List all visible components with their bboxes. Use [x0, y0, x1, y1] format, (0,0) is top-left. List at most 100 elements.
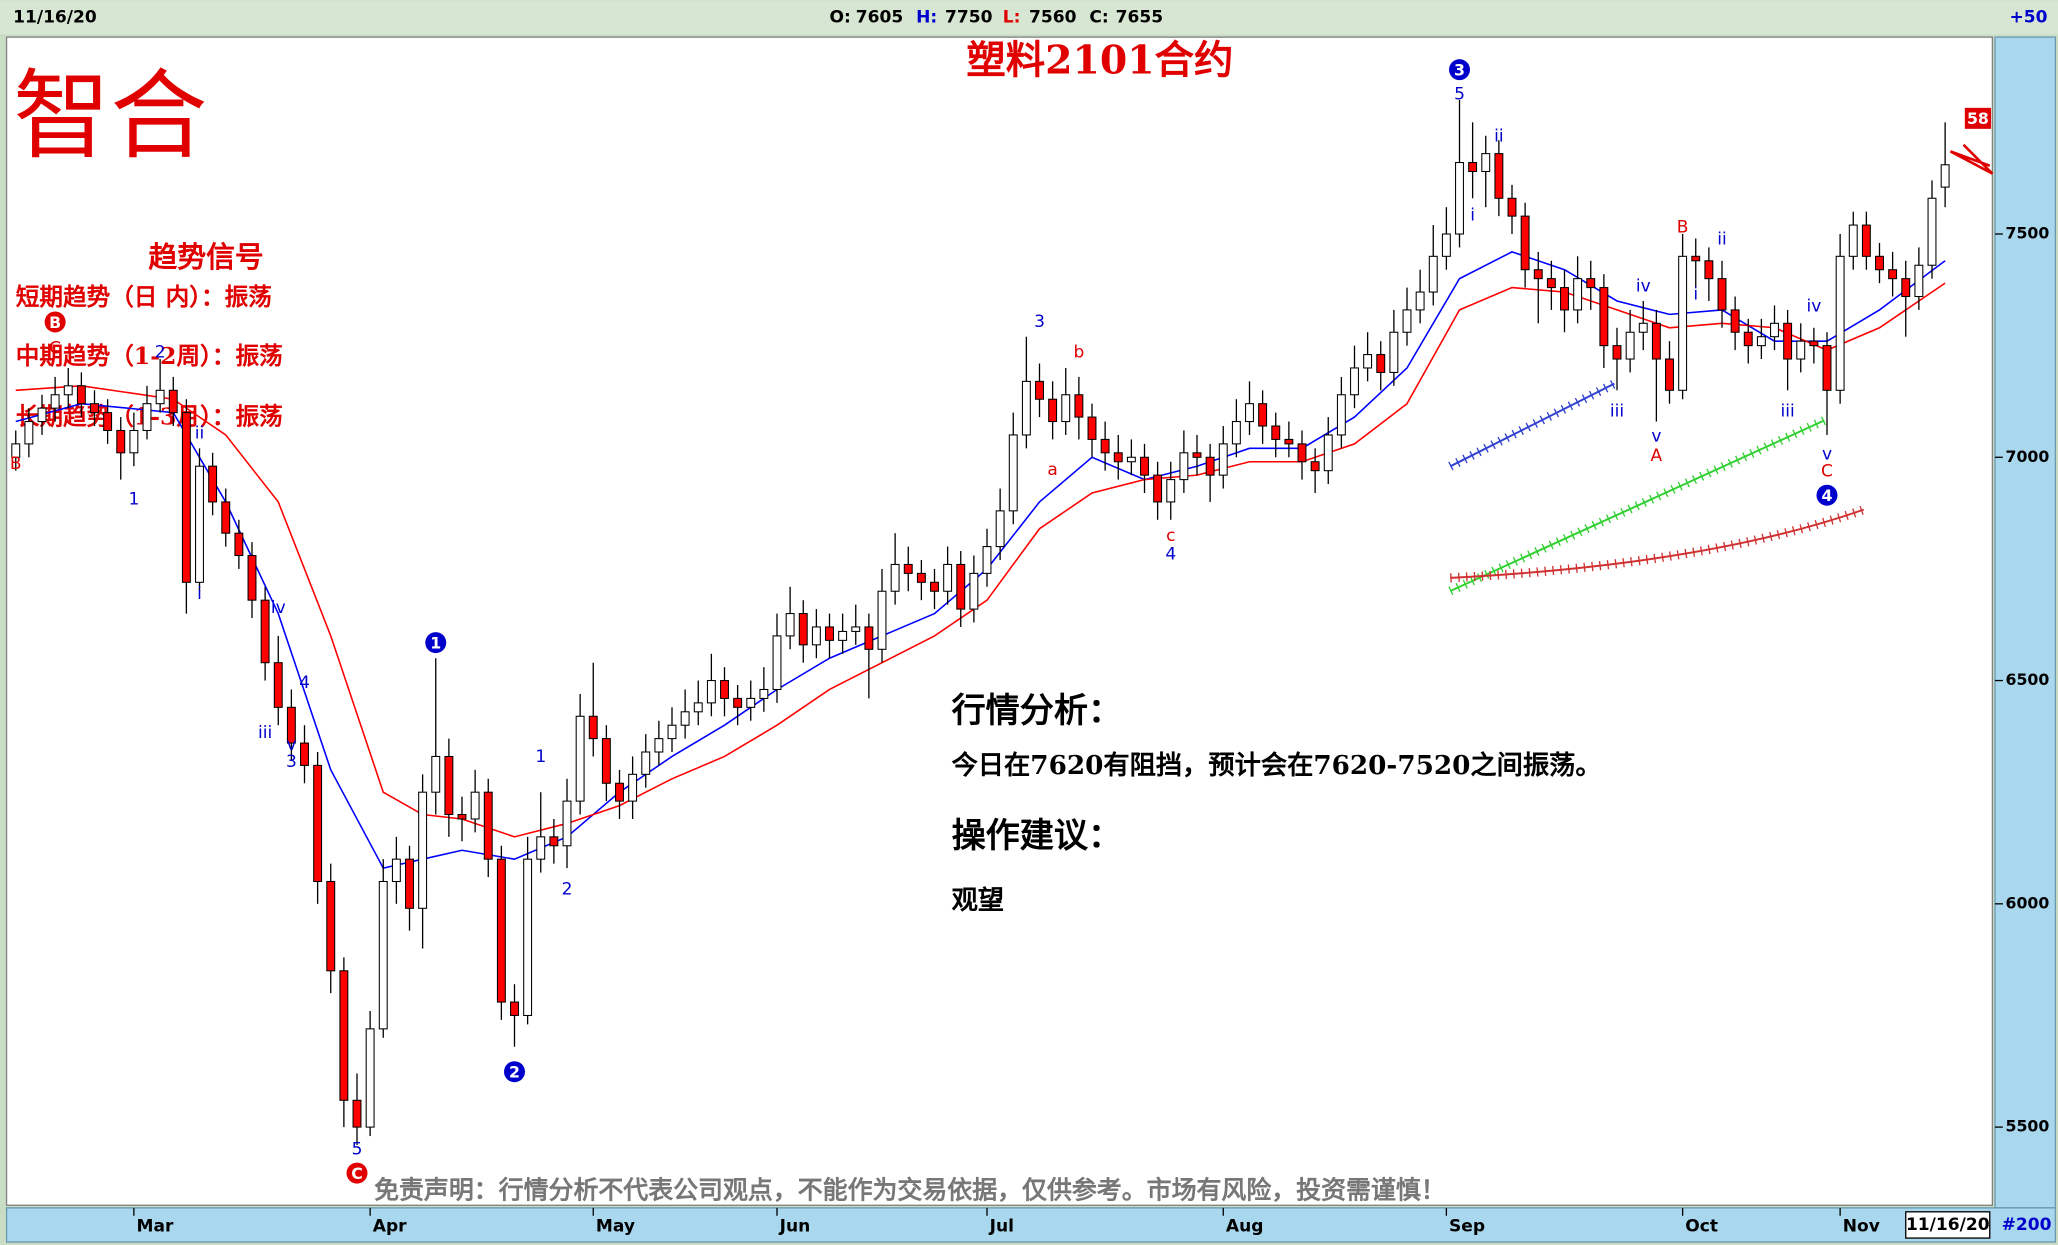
candle-body — [1258, 403, 1268, 427]
candle-body — [1546, 278, 1556, 289]
high-label: H: — [916, 7, 937, 27]
candle-body — [1231, 421, 1241, 445]
candle-body — [286, 706, 296, 744]
candle-body — [1861, 224, 1871, 257]
candle-body — [273, 662, 283, 708]
candle-body — [733, 697, 743, 708]
candle-body — [391, 858, 401, 883]
wave-label: i — [1470, 206, 1475, 226]
candle-body — [116, 429, 126, 454]
wave-label: B — [49, 313, 61, 332]
low-value: 7560 — [1029, 7, 1077, 27]
candle-body — [11, 443, 21, 458]
candle-body — [1783, 322, 1793, 360]
candle-body — [1192, 452, 1202, 458]
wave-label: iii — [258, 723, 272, 743]
candle-body — [1809, 340, 1819, 347]
channel-line — [1450, 508, 1865, 579]
candle-body — [1284, 438, 1294, 445]
candle-body — [1441, 233, 1451, 257]
candle-body — [1126, 456, 1136, 463]
wave-label: iv — [1636, 277, 1651, 297]
candle-body — [1402, 309, 1412, 333]
x-tick-label: Mar — [137, 1216, 174, 1236]
candle-body — [1533, 269, 1543, 280]
trend-channels — [1448, 143, 1994, 596]
close-label: C: — [1089, 7, 1108, 27]
wave-circle — [425, 632, 447, 654]
candle-body — [1665, 358, 1674, 391]
trend-row: 中期趋势（1-2周）：振荡 — [16, 342, 283, 370]
candle-body — [378, 880, 388, 1030]
candle-body — [667, 724, 677, 740]
candle-body — [798, 613, 808, 646]
low-label: L: — [1003, 7, 1021, 27]
candle-body — [90, 403, 99, 414]
candle-body — [995, 510, 1005, 548]
candle-body — [1625, 331, 1635, 360]
candle-body — [63, 385, 73, 396]
wave-label: 2 — [509, 1063, 520, 1082]
candle-body — [1074, 394, 1084, 418]
candle-body — [575, 715, 585, 802]
candle-body — [772, 635, 782, 691]
header: 11/16/20 O: 7605 H: 7750 L: 7560 C: 7655… — [13, 7, 2048, 27]
candle-body — [536, 836, 546, 860]
wave-label: ii — [1494, 127, 1503, 147]
wave-circle — [346, 1162, 368, 1184]
candle-body — [155, 389, 165, 405]
candle-body — [1297, 443, 1307, 463]
candle-body — [1179, 452, 1189, 481]
candle-body — [1691, 255, 1701, 262]
trend-title: 趋势信号 — [148, 240, 263, 274]
x-tick-label: May — [596, 1216, 635, 1236]
x-tick-label: Aug — [1226, 1216, 1264, 1236]
candle-body — [1678, 255, 1688, 391]
candle-body — [1087, 416, 1097, 440]
candle-body — [431, 755, 441, 793]
wave-label: i — [1693, 284, 1698, 304]
wave-label: C — [351, 1164, 363, 1183]
candle-body — [1218, 443, 1228, 476]
candle-body — [785, 613, 795, 637]
candle-body — [234, 532, 244, 557]
price-axis — [1994, 36, 2057, 1209]
y-tick-label: 7000 — [2006, 447, 2050, 466]
candle-body — [1756, 336, 1766, 347]
candle-body — [1310, 461, 1320, 472]
candle-body — [1901, 278, 1911, 298]
candle-body — [982, 546, 992, 574]
x-tick-label: Apr — [373, 1216, 407, 1236]
candle-body — [1717, 278, 1727, 311]
plot: 5500 6000 6500 7000 7500 Mar Apr May Jun Jul Aug Se… — [10, 59, 2049, 1236]
candle-body — [1166, 479, 1176, 503]
analysis: 行情分析： 今日在7620有阻挡，预计会在7620-7520之间振荡。 操作建议… — [952, 691, 1602, 916]
candle-body — [24, 421, 34, 445]
candle-body — [1415, 291, 1425, 311]
x-tick-label: Sep — [1449, 1216, 1485, 1236]
candle-body — [615, 782, 624, 802]
candle-body — [1888, 269, 1898, 280]
candle-body — [1586, 278, 1596, 289]
candle-body — [890, 563, 900, 592]
wave-label: iv — [271, 598, 286, 618]
candle-body — [1770, 322, 1779, 338]
candle-body — [706, 680, 716, 704]
candle-body — [1560, 287, 1569, 311]
candle-body — [851, 626, 861, 632]
candle-body — [76, 385, 86, 405]
wave-label: 3 — [1034, 312, 1045, 332]
candle-body — [483, 791, 493, 860]
candle-body — [693, 702, 703, 713]
wave-label: v — [286, 735, 296, 755]
candle-body — [221, 501, 231, 534]
candle-body — [1468, 162, 1478, 173]
trend-panel: 趋势信号 短期趋势（日 内）：振荡 中期趋势（1-2周）：振荡 长期趋势（1-3… — [16, 240, 283, 430]
y-tick-label: 6000 — [2006, 893, 2050, 912]
candle-body — [50, 394, 60, 409]
wave-label: 1 — [430, 633, 441, 652]
wave-label: c — [1166, 526, 1175, 546]
candle-body — [1612, 345, 1622, 360]
wave-label: i — [197, 584, 202, 604]
